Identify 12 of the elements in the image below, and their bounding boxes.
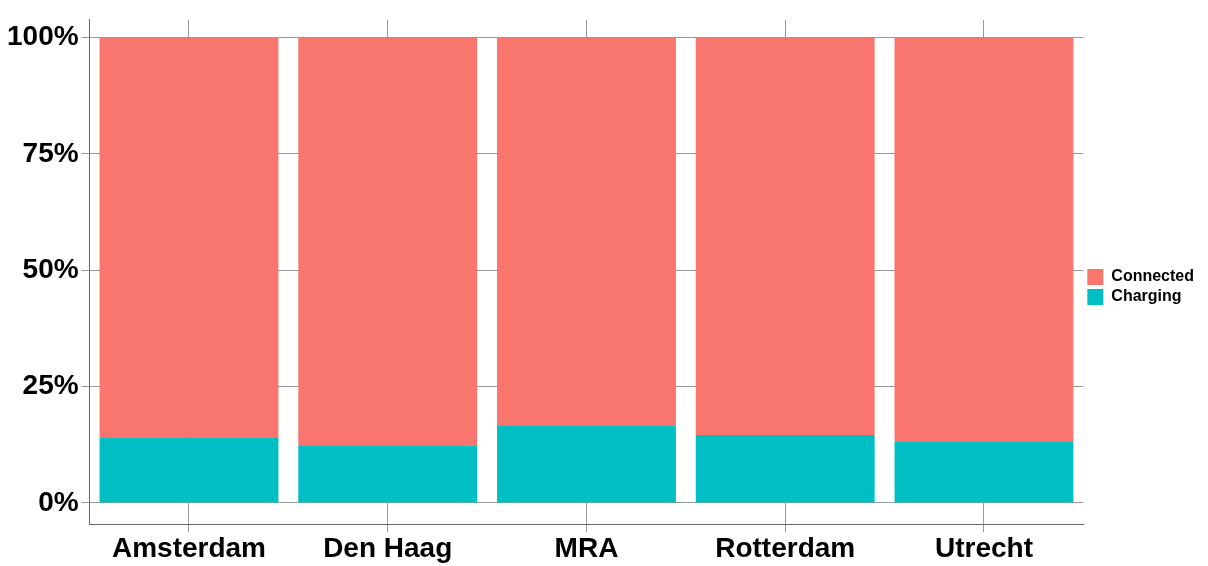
legend-label: Connected	[1111, 267, 1194, 285]
y-tick-label: 75%	[22, 136, 79, 168]
y-tick-label: 0%	[38, 485, 79, 517]
x-tick-label: Amsterdam	[111, 531, 267, 563]
y-tick-label: 100%	[6, 20, 79, 52]
y-tick-label: 25%	[22, 369, 79, 401]
x-tick-label: Rotterdam	[715, 531, 856, 563]
x-tick-label: Utrecht	[934, 531, 1033, 563]
x-tick-label: MRA	[554, 531, 619, 563]
x-tick-label: Den Haag	[323, 531, 453, 563]
legend-label: Charging	[1111, 287, 1182, 305]
y-tick-label: 50%	[22, 252, 79, 284]
